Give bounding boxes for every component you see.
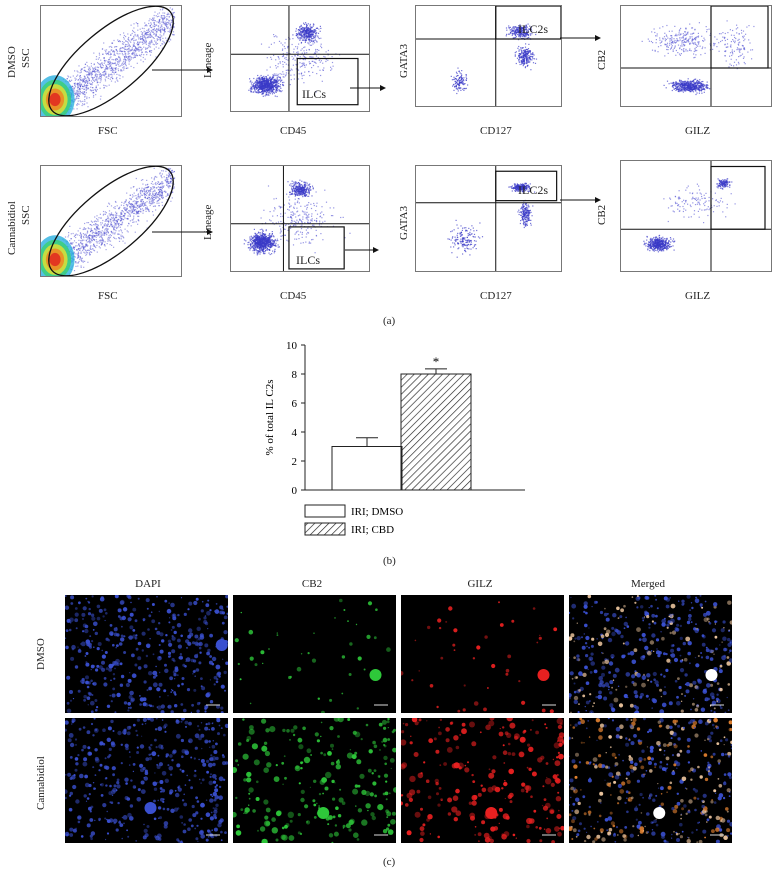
legend-swatch-0	[304, 504, 346, 518]
micrograph-merged-cbd	[569, 718, 732, 843]
flow-plot-gilz-cb2-cbd	[620, 160, 772, 272]
flow-plot-fsc-ssc-dmso	[40, 5, 182, 117]
micrograph-cb2-cbd	[233, 718, 396, 843]
row-label-c-cannabidiol: Cannabidiol	[35, 756, 47, 810]
micrograph-cb2-dmso	[233, 595, 396, 713]
legend-swatch-1	[304, 522, 346, 536]
micrograph-gilz-cbd	[401, 718, 564, 843]
xlabel-cd45-1: CD45	[280, 125, 307, 137]
y-tick-label: 6	[292, 398, 298, 410]
xlabel-cd127-2: CD127	[480, 290, 512, 302]
y-tick-label: 0	[292, 485, 298, 497]
xlabel-gilz-1: GILZ	[685, 125, 711, 137]
bar-1	[400, 373, 472, 491]
xlabel-cd127-1: CD127	[480, 125, 512, 137]
flow-plot-cd127-gata3-dmso	[415, 5, 562, 107]
gate-label-ilcs-2: ILCs	[296, 253, 320, 267]
gate-arrows	[152, 35, 601, 253]
xlabel-gilz-2: GILZ	[685, 290, 711, 302]
flow-plot-fsc-ssc-cbd	[40, 165, 182, 277]
gate-label-ilc2s-1: ILC2s	[518, 22, 548, 36]
caption-c: (c)	[383, 856, 396, 868]
micrograph-gilz-dmso	[401, 595, 564, 713]
xlabel-cd45-2: CD45	[280, 290, 307, 302]
legend-label-0: IRI; DMSO	[351, 506, 403, 518]
flow-plot-gilz-cb2-dmso	[620, 5, 772, 107]
gate-label-ilcs-1: ILCs	[302, 87, 326, 101]
y-tick-label: 4	[292, 427, 298, 439]
y-tick-label: 10	[286, 340, 298, 352]
col-header-cb2: CB2	[301, 578, 323, 590]
caption-a: (a)	[383, 315, 396, 327]
micrograph-dapi-dmso	[65, 595, 228, 713]
bar-chart: 0 2 4 6 8 10 % of total IL C2s * IRI; DMSO IRI; C…	[264, 340, 525, 536]
caption-b: (b)	[383, 555, 396, 567]
y-axis-label: % of total IL C2s	[264, 380, 276, 456]
significance-marker-1: *	[433, 354, 440, 369]
gate-label-ilc2s-2: ILC2s	[518, 183, 548, 197]
flow-plot-cd45-lineage-cbd	[230, 165, 370, 272]
xlabel-fsc-2: FSC	[98, 290, 118, 302]
micrograph-merged-dmso	[569, 595, 732, 713]
col-header-gilz: GILZ	[467, 578, 493, 590]
y-tick-label: 2	[292, 456, 298, 468]
legend-label-1: IRI; CBD	[351, 524, 394, 536]
row-label-c-dmso: DMSO	[35, 638, 47, 670]
y-tick-label: 8	[292, 369, 298, 381]
col-header-merged: Merged	[630, 578, 665, 590]
xlabel-fsc-1: FSC	[98, 125, 118, 137]
flow-plot-cd127-gata3-cbd	[415, 165, 562, 272]
flow-plot-cd45-lineage-dmso	[230, 5, 370, 112]
bar-0	[331, 446, 403, 491]
micrograph-dapi-cbd	[65, 718, 228, 843]
col-header-dapi: DAPI	[135, 578, 161, 590]
